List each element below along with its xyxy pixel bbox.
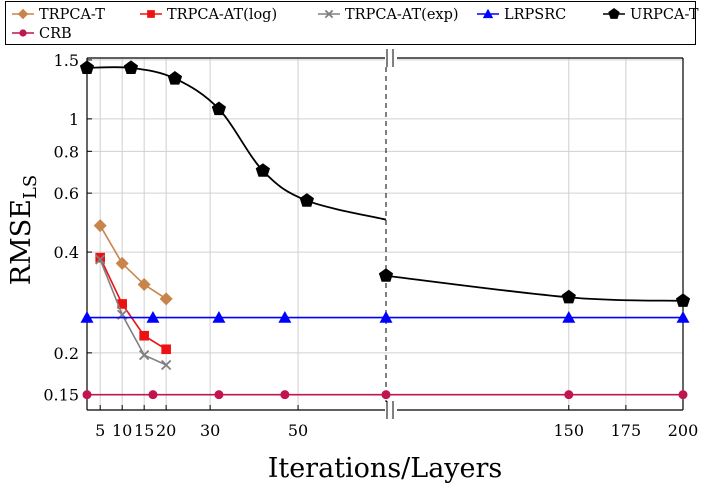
- data-point: [214, 390, 224, 400]
- series-line: [86, 66, 387, 221]
- series-lrpsrc: [80, 311, 690, 323]
- legend-item-crb: CRB: [12, 26, 72, 42]
- legend-item-trpca-t: TRPCA-T: [12, 7, 105, 23]
- data-point: [678, 390, 688, 400]
- series-line: [385, 274, 684, 302]
- data-point: [378, 268, 394, 282]
- series-crb: [82, 390, 688, 400]
- data-point: [123, 60, 139, 74]
- y-axis-label-main: RMSE: [6, 199, 37, 285]
- legend-marker: [482, 8, 494, 19]
- tick-labels: 0.15 0.2 0.4 0.6 0.8 1 1.5 5 10 15 20 30 50 150 175 200: [43, 51, 698, 440]
- x-axis-label: Iterations/Layers: [268, 453, 503, 484]
- data-point: [278, 311, 292, 323]
- series-trpca-t: [93, 219, 173, 306]
- data-point: [79, 60, 95, 74]
- axis-break-gap: [385, 402, 397, 418]
- y-tick-label: 0.15: [43, 386, 79, 405]
- series-line: [99, 257, 167, 350]
- y-tick-label: 0.2: [54, 344, 79, 363]
- legend-marker: [19, 29, 27, 37]
- series-trpca-at-log: [95, 252, 171, 355]
- data-point: [299, 193, 314, 207]
- y-axis-label: RMSELS: [6, 175, 41, 285]
- data-point: [93, 219, 107, 233]
- data-point: [379, 311, 393, 323]
- y-tick-label: 0.6: [54, 184, 79, 203]
- series-line: [99, 259, 167, 366]
- x-tick-label: 30: [200, 421, 220, 440]
- x-tick-label: 150: [553, 421, 584, 440]
- data-point: [139, 330, 149, 341]
- data-point: [676, 311, 690, 323]
- data-point: [211, 101, 226, 116]
- series-layer: [79, 60, 691, 400]
- data-point: [82, 390, 92, 400]
- data-point: [564, 390, 574, 400]
- x-tick-label: 5: [95, 421, 105, 440]
- data-point: [255, 163, 270, 177]
- y-tick-label: 1.5: [54, 51, 79, 70]
- legend-label: TRPCA-AT(exp): [345, 7, 459, 23]
- y-axis-label-sub: LS: [20, 175, 41, 199]
- x-tick-label: 15: [134, 421, 154, 440]
- legend-label: TRPCA-T: [39, 7, 105, 23]
- data-point: [80, 311, 94, 323]
- x-tick-label: 50: [288, 421, 308, 440]
- data-point: [146, 311, 160, 323]
- data-point: [115, 256, 129, 270]
- data-point: [561, 289, 576, 304]
- x-tick-label: 20: [156, 421, 176, 440]
- data-point: [161, 344, 171, 355]
- legend-marker: [608, 8, 620, 19]
- legend-item-trpca-at-log: TRPCA-AT(log): [140, 7, 277, 23]
- data-point: [139, 349, 150, 361]
- legend-marker: [147, 10, 155, 18]
- series-line: [99, 225, 167, 300]
- data-point: [280, 390, 290, 400]
- legend: TRPCA-T TRPCA-AT(log) TRPCA-AT(exp) LRPSRC U…: [5, 1, 699, 45]
- axis-break-gap: [385, 50, 397, 66]
- y-tick-label: 0.4: [54, 243, 79, 262]
- data-point: [95, 252, 105, 263]
- data-point: [161, 359, 172, 371]
- legend-item-urpca-t: URPCA-T: [603, 7, 699, 23]
- data-point: [148, 390, 158, 400]
- data-point: [95, 254, 106, 265]
- x-tick-label: 10: [112, 421, 132, 440]
- legend-marker: [17, 8, 29, 20]
- legend-label: LRPSRC: [504, 7, 566, 23]
- data-point: [381, 390, 391, 400]
- data-point: [117, 299, 127, 309]
- data-point: [675, 293, 691, 307]
- data-point: [167, 71, 183, 85]
- y-tick-label: 1: [69, 110, 79, 129]
- legend-marker: [324, 9, 334, 19]
- data-point: [159, 292, 173, 306]
- x-tick-label: 175: [611, 421, 642, 440]
- data-point: [562, 311, 576, 323]
- y-tick-label: 0.8: [54, 142, 79, 161]
- data-point: [137, 278, 151, 292]
- legend-box: [5, 1, 696, 45]
- legend-label: TRPCA-AT(log): [167, 7, 277, 23]
- legend-item-lrpsrc: LRPSRC: [477, 7, 566, 23]
- legend-item-trpca-at-exp: TRPCA-AT(exp): [318, 7, 459, 23]
- legend-label: CRB: [39, 26, 72, 42]
- data-point: [212, 311, 226, 323]
- x-tick-label: 200: [668, 421, 699, 440]
- grid: [87, 58, 684, 410]
- axes: [86, 49, 684, 419]
- legend-label: URPCA-T: [630, 7, 699, 23]
- series-urpca-t: [79, 60, 691, 307]
- series-trpca-at-exp: [95, 254, 172, 371]
